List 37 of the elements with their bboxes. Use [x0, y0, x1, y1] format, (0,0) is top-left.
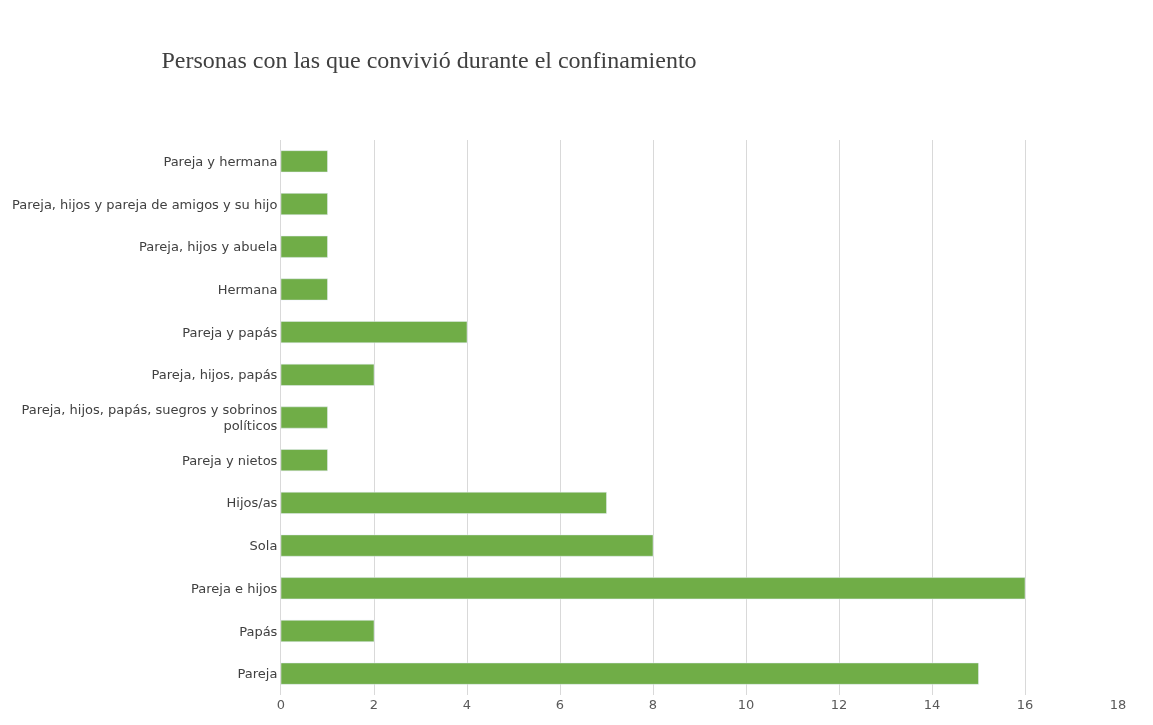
x-tick-label: 8	[648, 697, 658, 712]
y-tick-label: Hermana	[217, 281, 278, 297]
y-tick-label: Papás	[239, 623, 278, 639]
y-tick-label: Hijos/as	[226, 495, 278, 511]
bar	[281, 321, 468, 344]
y-tick-label: Pareja, hijos y abuela	[139, 239, 278, 255]
x-tick-label: 16	[1016, 697, 1034, 712]
bar	[281, 193, 328, 215]
chart-title: Personas con las que convivió durante el confinamiento	[161, 46, 697, 73]
y-tick-label: Pareja e hijos	[191, 580, 278, 596]
bar	[281, 577, 1026, 600]
bar	[281, 278, 328, 301]
bar	[281, 534, 654, 557]
x-tick-label: 0	[276, 697, 286, 712]
x-tick-label: 6	[555, 697, 565, 712]
bar	[281, 620, 375, 642]
bar	[281, 235, 328, 258]
y-tick-label: Pareja, hijos, papás, suegros y sobrinos políticos	[21, 401, 278, 434]
y-tick-label: Pareja, hijos y pareja de amigos y su hijo	[12, 196, 278, 212]
x-tick-label: 14	[923, 697, 941, 712]
x-tick-label: 4	[462, 697, 472, 712]
y-tick-label: Pareja	[237, 666, 278, 682]
bar	[281, 406, 328, 429]
bar	[281, 491, 607, 514]
y-tick-label: Pareja, hijos, papás	[151, 367, 278, 383]
y-tick-label: Pareja y papás	[182, 324, 278, 340]
x-tick-label: 2	[369, 697, 379, 712]
bar	[281, 363, 375, 386]
y-tick-label: Pareja y nietos	[181, 452, 278, 468]
x-tick-label: 10	[737, 697, 755, 712]
x-tick-label: 18	[1109, 697, 1127, 712]
bar	[281, 449, 328, 472]
y-tick-label: Sola	[249, 538, 278, 554]
x-tick-label: 12	[830, 697, 848, 712]
y-tick-label: Pareja y hermana	[163, 153, 278, 169]
bar	[281, 662, 979, 685]
bar	[281, 150, 328, 173]
